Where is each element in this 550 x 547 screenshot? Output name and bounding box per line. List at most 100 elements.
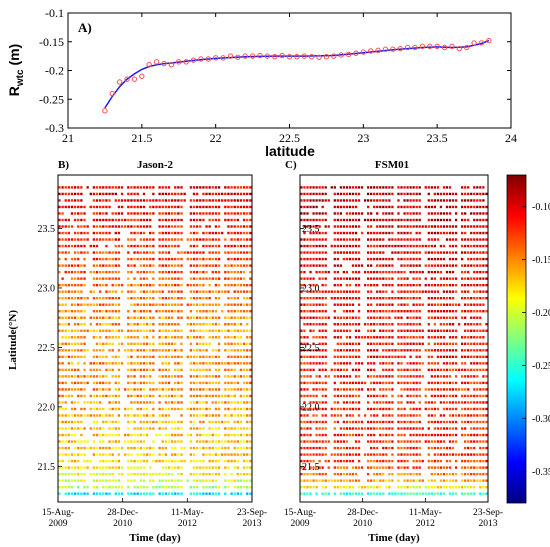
heatmap-cell (318, 296, 321, 300)
heatmap-cell (233, 485, 236, 489)
heatmap-cell (177, 225, 180, 228)
heatmap-cell (98, 192, 102, 196)
heatmap-cell (482, 407, 485, 411)
heatmap-cell (448, 427, 452, 430)
heatmap-cell (473, 238, 476, 241)
heatmap-cell (142, 401, 146, 404)
heatmap-cell (152, 323, 155, 326)
heatmap-cell (451, 362, 455, 365)
heatmap-cell (164, 323, 168, 326)
heatmap-cell (318, 466, 321, 469)
heatmap-cell (117, 381, 121, 385)
heatmap-cell (202, 212, 205, 215)
heatmap-cell (98, 264, 102, 267)
heatmap-cell (199, 225, 202, 228)
heatmap-cell (418, 479, 421, 482)
heatmap-cell (409, 270, 412, 274)
heatmap-cell (158, 401, 161, 404)
heatmap-cell (199, 479, 202, 482)
heatmap-cell (430, 420, 433, 424)
heatmap-cell (127, 446, 130, 450)
heatmap-cell (339, 244, 342, 248)
heatmap-cell (136, 433, 139, 437)
heatmap-cell (233, 186, 236, 189)
heatmap-cell (345, 459, 349, 463)
heatmap-cell (467, 375, 470, 378)
heatmap-cell (454, 316, 458, 319)
heatmap-cell (391, 342, 394, 345)
heatmap-cell (476, 238, 479, 241)
heatmap-cell (403, 440, 406, 443)
heatmap-cell (236, 251, 239, 254)
heatmap-cell (470, 466, 473, 469)
heatmap-cell (177, 186, 180, 189)
heatmap-cell (418, 401, 421, 404)
heatmap-cell (373, 427, 376, 430)
panel-a-x-tick-label: 23.5 (427, 131, 448, 145)
data-point-marker (434, 43, 440, 50)
heatmap-cell (158, 479, 161, 482)
heatmap-cell (58, 407, 61, 411)
heatmap-cell (127, 218, 130, 222)
heatmap-cell (439, 329, 443, 332)
heatmap-cell (433, 323, 436, 326)
heatmap-cell (246, 394, 249, 398)
heatmap-cell (117, 310, 121, 313)
heatmap-cell (114, 186, 117, 189)
heatmap-cell (485, 264, 488, 267)
heatmap-cell (105, 355, 108, 359)
heatmap-cell (339, 231, 342, 235)
heatmap-cell (217, 381, 221, 385)
heatmap-cell (174, 453, 177, 456)
heatmap-cell (80, 329, 83, 332)
heatmap-cell (67, 459, 71, 463)
heatmap-cell (227, 290, 230, 293)
heatmap-cell (167, 192, 171, 196)
heatmap-cell (73, 244, 77, 248)
heatmap-cell (467, 407, 470, 411)
heatmap-cell (246, 283, 249, 287)
heatmap-cell (111, 407, 114, 411)
heatmap-cell (89, 472, 92, 476)
heatmap-cell (77, 355, 80, 359)
heatmap-cell (214, 270, 218, 274)
heatmap-cell (102, 492, 105, 495)
heatmap-cell (73, 349, 77, 352)
heatmap-cell (321, 310, 324, 313)
heatmap-cell (339, 375, 342, 378)
heatmap-cell (376, 323, 379, 326)
heatmap-cell (136, 440, 139, 443)
heatmap-cell (351, 381, 355, 385)
heatmap-cell (303, 485, 306, 489)
heatmap-cell (457, 401, 461, 404)
heatmap-cell (180, 414, 183, 417)
heatmap-cell (133, 485, 136, 489)
heatmap-cell (236, 205, 239, 209)
heatmap-cell (133, 479, 136, 482)
heatmap-cell (430, 375, 433, 378)
heatmap-cell (315, 257, 318, 261)
heatmap-cell (379, 225, 382, 228)
heatmap-cell (89, 368, 92, 372)
panel-a-y-label-main: R (6, 86, 22, 96)
heatmap-cell (370, 270, 373, 274)
heatmap-cell (324, 394, 327, 398)
heatmap-cell (445, 355, 449, 359)
heatmap-cell (174, 479, 177, 482)
heatmap-cell (351, 446, 355, 450)
heatmap-cell (397, 316, 400, 319)
heatmap-cell (239, 414, 243, 417)
heatmap-cell (309, 205, 312, 209)
heatmap-cell (367, 264, 370, 267)
heatmap-cell (202, 205, 205, 209)
heatmap-cell (333, 316, 336, 319)
heatmap-cell (130, 420, 133, 424)
heatmap-cell (102, 349, 105, 352)
heatmap-cell (436, 362, 440, 365)
data-point-marker (102, 108, 108, 114)
heatmap-cell (427, 355, 430, 359)
heatmap-cell (130, 316, 133, 319)
heatmap-cell (403, 466, 406, 469)
heatmap-cell (451, 414, 455, 417)
heatmap-cell (77, 427, 80, 430)
